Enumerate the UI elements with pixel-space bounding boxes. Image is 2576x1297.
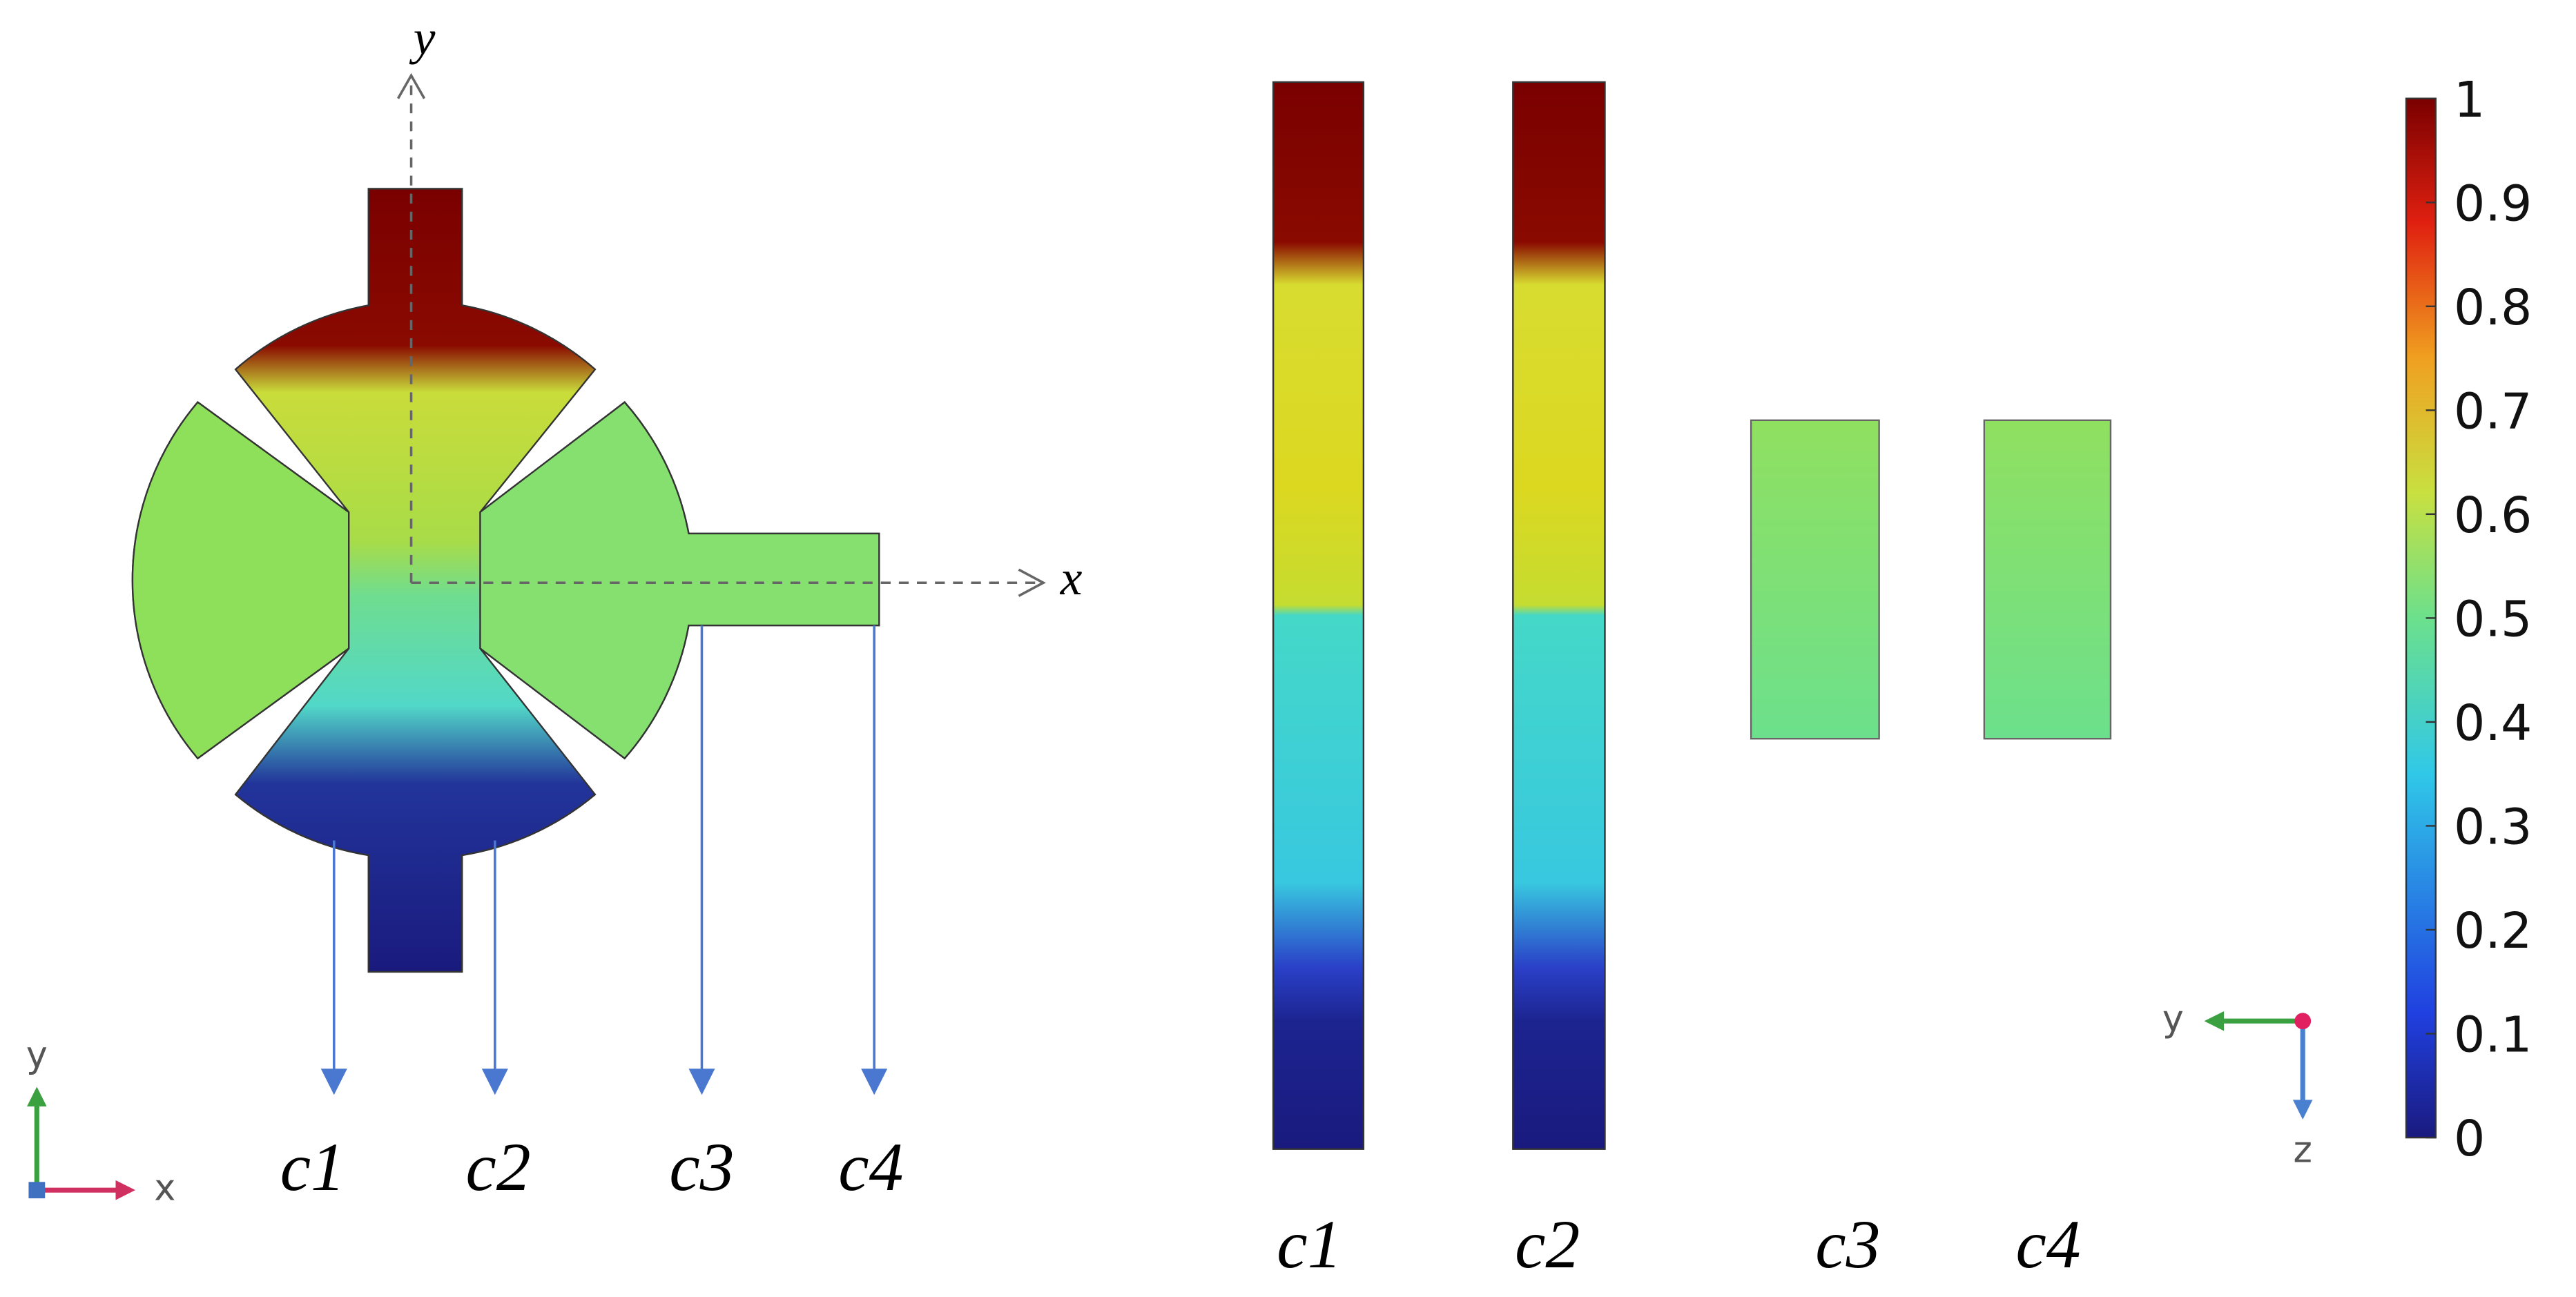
triad-label: y — [2162, 997, 2184, 1040]
y-axis-label: y — [409, 10, 436, 65]
cut-label: c4 — [2015, 1206, 2080, 1283]
cut-label: c4 — [838, 1129, 903, 1205]
cut-label: c2 — [465, 1129, 530, 1205]
triad-left — [27, 1086, 136, 1200]
right-sector — [479, 401, 880, 760]
cut-lines — [332, 625, 875, 1075]
cut-label: c2 — [1515, 1206, 1580, 1283]
colorbar-tick-label: 0.7 — [2454, 382, 2532, 440]
x-axis-label: x — [1060, 551, 1083, 605]
colorbar-tick-label: 0.3 — [2454, 799, 2532, 856]
cut-label: c3 — [669, 1129, 734, 1205]
triad-right — [2204, 1011, 2313, 1120]
axis-arrows — [396, 72, 1046, 597]
colorbar-tick-label: 1 — [2454, 71, 2485, 128]
triad-label: x — [154, 1167, 175, 1209]
colorbar-tick-label: 0.1 — [2454, 1006, 2532, 1064]
triad-label: z — [2293, 1129, 2312, 1171]
triad-label: y — [26, 1034, 48, 1076]
colorbar-tick-label: 0.4 — [2454, 694, 2532, 752]
colorbar-tick-label: 0.8 — [2454, 279, 2532, 336]
cut-arrows — [320, 1069, 888, 1095]
colorbar-tick-label: 0.6 — [2454, 487, 2532, 544]
axes — [409, 79, 1039, 585]
colorbar-tick-label: 0 — [2454, 1110, 2485, 1167]
colorbar-tick-label: 0.9 — [2454, 175, 2532, 232]
cut-label: c3 — [1815, 1206, 1880, 1283]
colorbar-tick-label: 0.5 — [2454, 591, 2532, 648]
cut-label: c1 — [280, 1129, 345, 1205]
colorbar-tick-label: 0.2 — [2454, 902, 2532, 959]
cut-label: c1 — [1277, 1206, 1342, 1283]
cut-profiles — [1272, 81, 2112, 1150]
left-sector — [131, 401, 350, 760]
